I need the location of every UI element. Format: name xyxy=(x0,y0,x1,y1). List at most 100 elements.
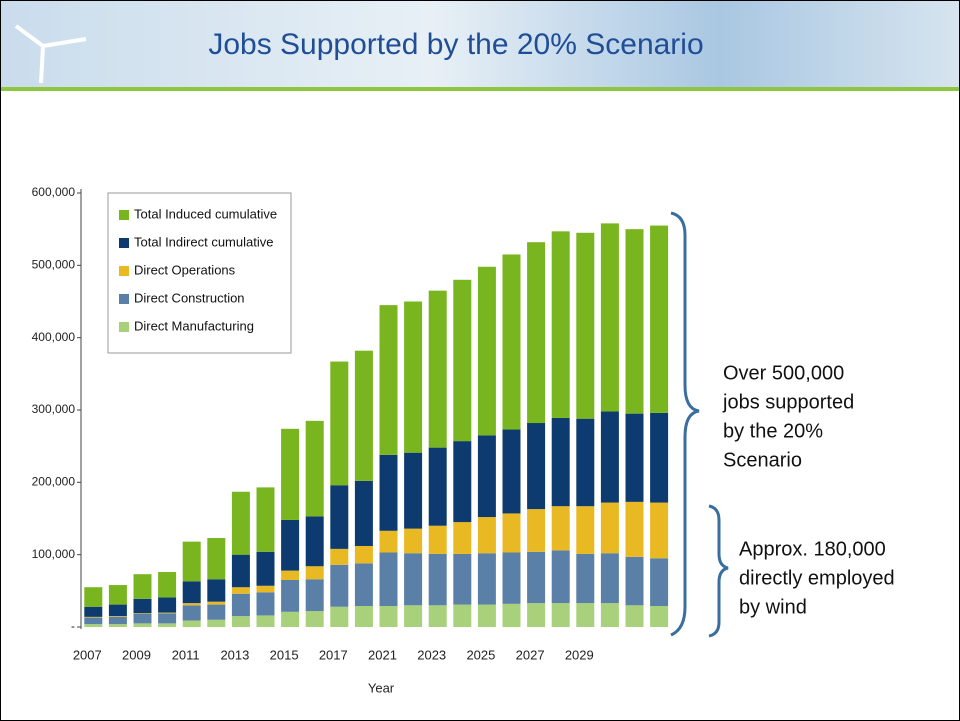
y-tick-label: 400,000 xyxy=(32,330,76,344)
bar-segment xyxy=(625,556,644,606)
bar-segment xyxy=(182,603,201,606)
bar-segment xyxy=(404,301,423,453)
bar-segment xyxy=(551,231,570,418)
bar-segment xyxy=(182,620,201,627)
bar-segment xyxy=(158,572,177,598)
bar-segment xyxy=(379,552,398,607)
bar-segment xyxy=(650,558,669,607)
legend-label: Direct Construction xyxy=(134,290,245,305)
bar-segment xyxy=(281,570,300,580)
legend-swatch xyxy=(119,294,129,304)
bar-segment xyxy=(428,553,447,606)
bar-segment xyxy=(256,592,275,616)
bar-segment xyxy=(133,574,152,599)
legend-label: Direct Manufacturing xyxy=(134,318,254,333)
bar-segment xyxy=(428,525,447,554)
x-tick-label: 2009 xyxy=(122,647,151,662)
bar-segment xyxy=(527,242,546,424)
bar-segment xyxy=(108,585,127,605)
annotation: jobs supported xyxy=(722,391,854,413)
legend-swatch xyxy=(119,322,129,332)
bar-segment xyxy=(477,435,496,518)
slide-title: Jobs Supported by the 20% Scenario xyxy=(208,28,703,61)
bar-segment xyxy=(330,485,349,549)
header-band xyxy=(1,1,959,87)
bar-segment xyxy=(256,551,275,586)
bar-segment xyxy=(133,613,152,624)
y-tick-label: 600,000 xyxy=(32,185,76,199)
bar-segment xyxy=(502,552,521,604)
bar-segment xyxy=(600,223,619,412)
bar-segment xyxy=(231,587,250,594)
bar-segment xyxy=(527,509,546,552)
bar-segment xyxy=(404,528,423,554)
legend-label: Direct Operations xyxy=(134,262,236,277)
x-tick-label: 2011 xyxy=(172,647,200,662)
x-tick-label: 2007 xyxy=(73,647,102,662)
bar-segment xyxy=(158,623,177,627)
bar-segment xyxy=(527,551,546,604)
bar-segment xyxy=(354,480,373,546)
bar-segment xyxy=(256,487,275,552)
bar-segment xyxy=(133,598,152,614)
bar-segment xyxy=(404,452,423,529)
bar-segment xyxy=(551,550,570,604)
bar-segment xyxy=(379,606,398,627)
bar-segment xyxy=(281,611,300,627)
bar-segment xyxy=(231,593,250,617)
bar-segment xyxy=(354,563,373,607)
bar-segment xyxy=(502,429,521,514)
bar-segment xyxy=(428,290,447,448)
bar-segment xyxy=(650,225,669,413)
x-tick-label: 2029 xyxy=(565,647,594,662)
legend-label: Total Induced cumulative xyxy=(134,206,277,221)
bar-segment xyxy=(84,624,103,627)
y-tick-label: 500,000 xyxy=(32,258,76,272)
bar-segment xyxy=(108,616,127,625)
y-tick-label: 100,000 xyxy=(32,547,76,561)
x-axis-title: Year xyxy=(368,680,395,695)
bar-segment xyxy=(477,604,496,627)
bar-segment xyxy=(256,615,275,627)
bar-segment xyxy=(281,579,300,612)
x-tick-label: 2025 xyxy=(466,647,495,662)
bar-segment xyxy=(84,606,103,617)
annotation: by wind xyxy=(739,596,807,618)
bar-segment xyxy=(354,350,373,481)
bar-segment xyxy=(182,605,201,621)
y-tick-label: 300,000 xyxy=(32,402,76,416)
bar-segment xyxy=(428,605,447,627)
bar-segment xyxy=(330,564,349,607)
bar-segment xyxy=(650,412,669,503)
bar-segment xyxy=(453,522,472,554)
x-tick-label: 2021 xyxy=(368,647,397,662)
legend-label: Total Indirect cumulative xyxy=(134,234,273,249)
bar-segment xyxy=(84,587,103,607)
x-tick-label: 2013 xyxy=(220,647,249,662)
bar-segment xyxy=(502,513,521,553)
bar-segment xyxy=(207,579,226,602)
bar-segment xyxy=(453,553,472,605)
bar-segment xyxy=(182,581,201,604)
annotation: directly employed xyxy=(739,567,895,589)
bar-segment xyxy=(502,603,521,627)
bar-segment xyxy=(576,506,595,554)
bar-segment xyxy=(650,606,669,627)
bar-segment xyxy=(231,616,250,627)
annotation: Scenario xyxy=(723,449,802,471)
bar-segment xyxy=(502,254,521,430)
bar-segment xyxy=(453,279,472,442)
bar-segment xyxy=(527,423,546,510)
bar-segment xyxy=(477,517,496,554)
bar-segment xyxy=(305,579,324,612)
bar-segment xyxy=(576,603,595,627)
bar-segment xyxy=(231,554,250,588)
header-rule xyxy=(1,87,959,91)
bar-segment xyxy=(600,502,619,554)
bar-segment xyxy=(600,553,619,604)
bar-segment xyxy=(477,266,496,436)
x-tick-label: 2017 xyxy=(319,647,348,662)
turbine-icon xyxy=(14,24,87,84)
bar-segment xyxy=(379,305,398,455)
